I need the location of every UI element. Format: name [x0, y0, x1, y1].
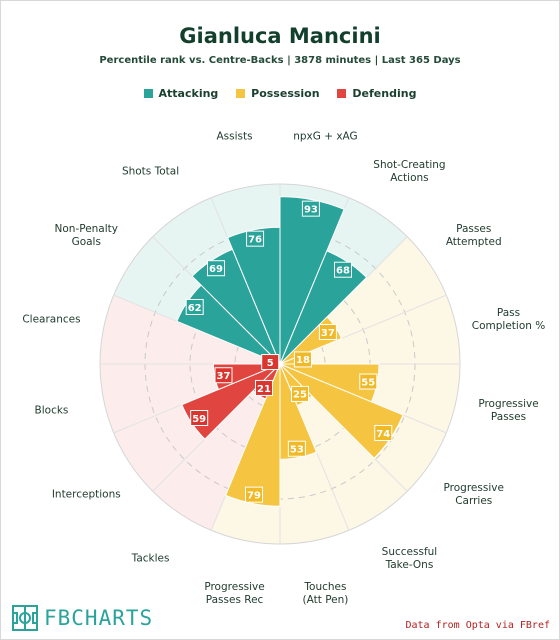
pitch-icon — [12, 605, 38, 631]
category-label-shots-total: Shots Total — [122, 165, 179, 177]
legend-label-attacking: Attacking — [158, 87, 219, 100]
svg-text:5: 5 — [267, 358, 274, 369]
category-label-passes-attempted: Passes Attempted — [446, 223, 502, 248]
chart-title: Gianluca Mancini — [179, 24, 381, 48]
value-label-shots-total: 69 — [207, 260, 225, 277]
legend-swatch-defending — [337, 89, 347, 98]
svg-text:21: 21 — [257, 384, 271, 395]
value-label-tackles: 21 — [255, 379, 273, 396]
brand-logo: FBCHARTS — [12, 604, 153, 632]
category-label-touches-att-pen: Touches (Att Pen) — [303, 581, 349, 606]
svg-text:68: 68 — [336, 266, 350, 277]
legend-item-attacking: Attacking — [143, 87, 219, 100]
svg-text:93: 93 — [304, 204, 318, 215]
value-label-touches-att-pen: 53 — [287, 440, 306, 457]
value-label-successful-take-ons: 25 — [291, 385, 309, 402]
category-label-npxg-xag: npxG + xAG — [293, 130, 358, 142]
category-label-progressive-carries: Progressive Carries — [444, 482, 504, 507]
value-label-blocks: 37 — [214, 367, 233, 384]
svg-text:37: 37 — [217, 371, 231, 382]
value-label-non-penalty-goals: 62 — [185, 299, 204, 315]
legend: Attacking Possession Defending — [0, 87, 560, 100]
legend-swatch-possession — [236, 89, 246, 98]
value-label-shot-creating-actions: 68 — [334, 261, 352, 278]
brand-name: FBCHARTS — [44, 606, 154, 630]
svg-text:59: 59 — [192, 414, 206, 425]
background-sector-successful-take-ons — [280, 364, 408, 531]
background-sector-clearances — [100, 295, 280, 364]
svg-text:55: 55 — [361, 377, 375, 388]
category-label-interceptions: Interceptions — [52, 488, 121, 500]
svg-text:74: 74 — [376, 429, 390, 440]
legend-item-defending: Defending — [337, 87, 416, 100]
category-label-tackles: Tackles — [131, 553, 170, 565]
category-label-assists: Assists — [216, 130, 252, 142]
background-sector-pass-completion — [280, 295, 460, 364]
svg-text:62: 62 — [188, 303, 202, 314]
category-label-non-penalty-goals: Non-Penalty Goals — [55, 223, 118, 248]
svg-text:76: 76 — [248, 234, 262, 245]
svg-text:69: 69 — [209, 264, 223, 275]
svg-text:53: 53 — [290, 445, 304, 456]
category-label-shot-creating-actions: Shot-Creating Actions — [373, 159, 445, 184]
bar-npxg-xag — [279, 196, 345, 365]
legend-swatch-attacking — [143, 89, 153, 98]
svg-text:37: 37 — [321, 328, 335, 339]
bar-assists — [226, 226, 281, 365]
legend-label-defending: Defending — [352, 87, 417, 100]
value-label-assists: 76 — [246, 230, 265, 247]
category-label-pass-completion: Pass Completion % — [472, 307, 545, 332]
bar-progressive-passes-rec — [224, 363, 281, 507]
value-label-progressive-passes-rec: 79 — [245, 486, 264, 503]
svg-text:18: 18 — [296, 355, 310, 366]
value-label-passes-attempted: 37 — [318, 324, 337, 340]
value-label-progressive-passes: 55 — [359, 373, 378, 390]
svg-text:79: 79 — [247, 490, 261, 501]
category-label-progressive-passes-rec: Progressive Passes Rec — [204, 581, 264, 606]
legend-label-possession: Possession — [251, 87, 320, 100]
background-sector-tackles — [152, 364, 280, 531]
svg-text:25: 25 — [293, 390, 307, 401]
legend-item-possession: Possession — [236, 87, 320, 100]
category-label-blocks: Blocks — [35, 404, 69, 416]
category-label-clearances: Clearances — [22, 314, 80, 326]
value-label-npxg-xag: 93 — [301, 200, 320, 217]
data-credit: Data from Opta via FBref — [405, 620, 551, 631]
category-label-progressive-passes: Progressive Passes — [478, 398, 538, 423]
chart-subtitle: Percentile rank vs. Centre-Backs | 3878 … — [99, 55, 461, 66]
value-label-progressive-carries: 74 — [374, 425, 393, 441]
value-label-clearances: 5 — [261, 354, 280, 371]
value-label-pass-completion: 18 — [293, 351, 312, 368]
category-label-successful-take-ons: Successful Take-Ons — [382, 546, 438, 571]
value-label-interceptions: 59 — [190, 410, 209, 426]
